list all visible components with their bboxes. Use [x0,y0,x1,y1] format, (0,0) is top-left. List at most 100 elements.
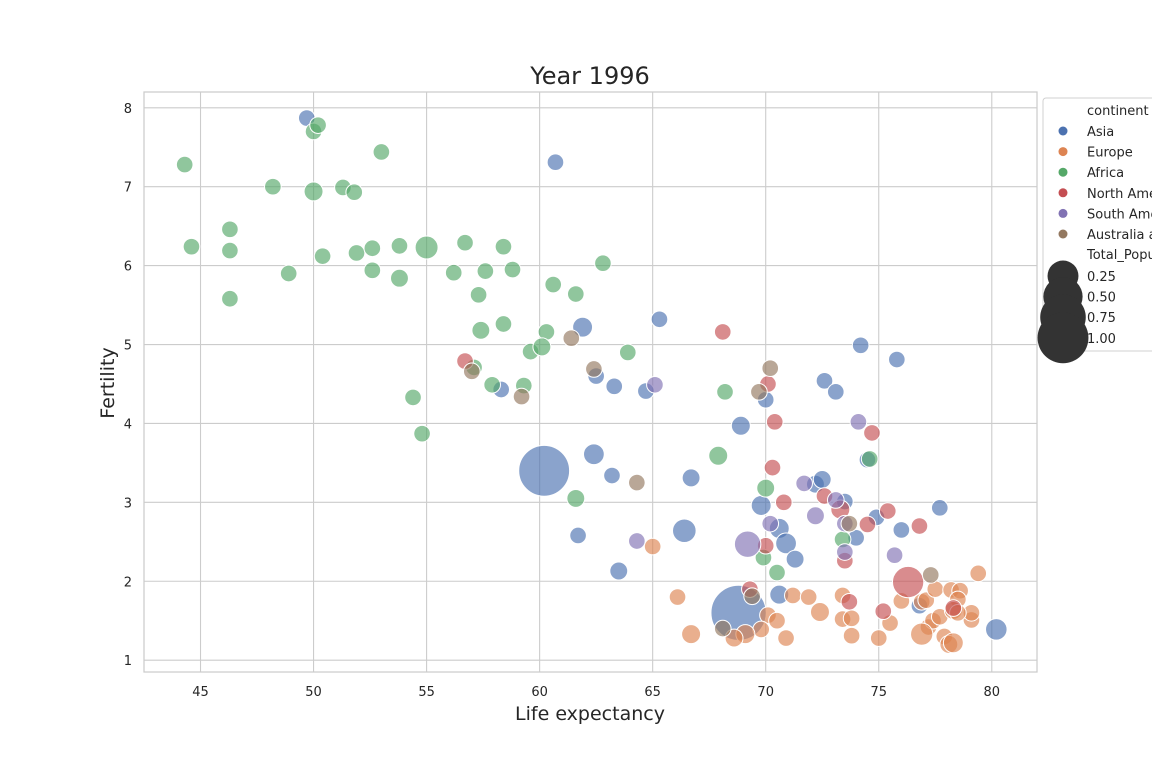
data-point [836,543,854,561]
data-point [878,502,897,520]
data-point [221,289,239,308]
data-point [628,473,646,492]
data-point [910,517,929,535]
data-point [969,564,988,583]
data-point [888,350,906,369]
data-point [892,521,911,539]
data-point [175,155,194,174]
data-point [628,532,646,550]
data-point [805,506,825,526]
legend-marker [1058,208,1068,218]
data-point [858,515,877,534]
data-point [826,383,845,401]
data-point [944,599,963,617]
x-tick-label: 50 [305,685,322,700]
data-point [672,518,697,544]
data-point [921,566,940,584]
y-tick-labels: 1 2 3 4 5 6 7 8 [124,102,132,669]
legend-size-entries: 0.25 0.50 0.75 1.00 [1037,260,1116,364]
data-point [609,561,629,581]
data-point [347,244,366,262]
series-europe [643,537,988,654]
data-point [309,116,327,134]
legend-marker [1058,147,1068,157]
data-point [532,337,552,357]
data-point [456,233,474,252]
data-point [583,443,605,466]
data-point [910,622,934,646]
data-point [546,153,565,172]
data-point [618,343,637,362]
data-point [716,383,734,401]
data-point [221,220,239,239]
data-point [768,563,786,582]
data-point [414,235,439,260]
data-point [585,360,603,378]
data-point [512,387,531,406]
plot-frame [143,91,1038,673]
data-point [476,262,495,280]
data-point [942,632,964,654]
data-point [503,260,522,279]
data-point [860,450,879,468]
data-point [763,458,782,477]
data-point [761,514,780,533]
legend-size-label: 1.00 [1087,332,1116,347]
data-point [842,609,861,628]
data-point [569,526,587,545]
data-point [668,588,687,606]
data-point [681,624,702,645]
x-tick-label: 80 [984,685,1001,700]
y-axis-label: Fertility [97,347,119,418]
chart-title: Year 1996 [529,62,650,90]
data-point [863,424,881,442]
legend-label: Australia a [1087,228,1152,243]
data-point [795,474,813,493]
data-point [646,375,664,394]
data-point [313,247,332,265]
series-africa [175,116,879,582]
data-point [768,611,786,630]
data-point [775,532,797,555]
x-axis-label: Life expectancy [515,703,665,725]
legend-size-label: 0.25 [1087,270,1116,285]
data-point [713,619,732,638]
data-point [812,470,832,489]
data-point [774,493,793,512]
series-south-ame [628,375,904,565]
data-point [566,285,585,303]
legend-label: Africa [1087,166,1124,181]
data-point [761,359,780,378]
data-point [885,546,904,565]
y-tick-label: 8 [124,102,132,117]
data-point [756,478,776,498]
data-point [413,424,431,443]
legend: continent Asia Europe Africa North Ame South… [1037,97,1152,364]
data-point [750,495,772,516]
y-tick-label: 3 [124,496,132,511]
data-point [730,415,751,436]
data-point [799,588,818,606]
data-point [390,237,409,255]
data-point [221,241,239,260]
legend-hue-entries: Asia Europe Africa North Ame South Ame Austra… [1058,125,1152,243]
legend-label: North Ame [1087,187,1152,202]
data-point [182,237,201,256]
x-tick-label: 55 [418,685,435,700]
data-point [643,537,662,556]
data-point [469,285,488,304]
data-point [566,488,586,508]
data-point [264,177,282,196]
data-point [681,468,701,488]
series-australia-a [462,329,940,638]
data-point [603,466,621,485]
data-point [874,602,893,621]
data-point [840,592,859,611]
data-points [175,109,1008,654]
data-point [815,371,834,390]
data-point [809,602,830,623]
y-tick-label: 4 [124,417,132,432]
data-point [826,491,845,509]
legend-marker [1058,229,1068,239]
